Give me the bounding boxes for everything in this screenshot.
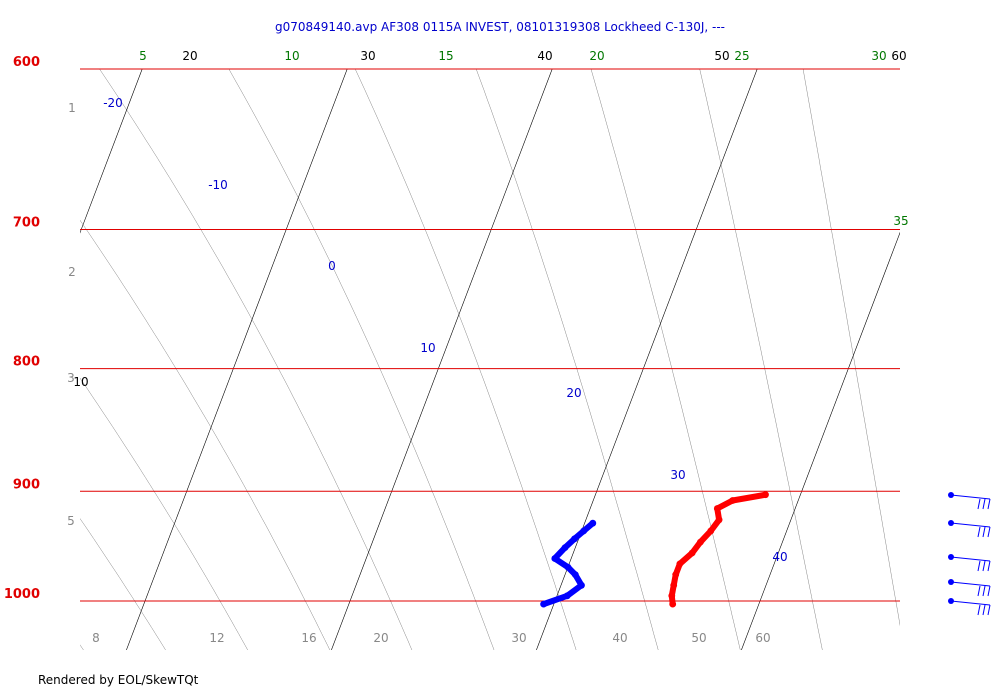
isotherm-line <box>946 69 1000 650</box>
isotherm-label: 50 <box>714 49 729 63</box>
isobars <box>80 68 900 602</box>
mixing-ratio-label: 10 <box>284 49 299 63</box>
isotherm-line <box>741 231 900 650</box>
bottom-label: 12 <box>209 631 224 645</box>
bottom-label: 16 <box>301 631 316 645</box>
isotherm-line <box>331 69 553 650</box>
moist-adiabat-line <box>80 377 248 650</box>
wind-barb-staff <box>950 581 991 587</box>
mixing-ratio-label: 20 <box>589 49 604 63</box>
temperature-trace <box>668 491 769 608</box>
wind-barb-feather <box>977 526 981 538</box>
height-label: 2 <box>68 265 76 279</box>
dry-adiabat-label: 0 <box>328 259 336 273</box>
moist-adiabats <box>0 5 987 652</box>
wind-barb-feather <box>977 498 981 510</box>
wind-barb-feather <box>987 585 991 597</box>
wind-barb-feather <box>977 604 981 616</box>
bottom-label: 50 <box>691 631 706 645</box>
height-label: 5 <box>67 514 75 528</box>
wind-barb-feather <box>977 560 981 572</box>
isotherm-label: 60 <box>891 49 906 63</box>
moist-adiabat-line <box>590 69 741 650</box>
dry-adiabat-label: 10 <box>420 341 435 355</box>
bottom-label: 30 <box>511 631 526 645</box>
mixing-ratio-label: 30 <box>871 49 886 63</box>
moist-adiabat-line <box>228 69 495 650</box>
dewpoint-trace <box>540 519 597 608</box>
wind-barb-staff <box>950 494 991 500</box>
dry-adiabat-label: 30 <box>670 468 685 482</box>
wind-barb-staff <box>950 600 991 606</box>
isotherm-line <box>536 69 758 650</box>
dry-adiabat-label: -20 <box>103 96 123 110</box>
wind-barb-feather <box>982 498 986 510</box>
moist-adiabat-line <box>99 69 413 650</box>
bottom-label: 20 <box>373 631 388 645</box>
moist-adiabat-line <box>893 5 987 652</box>
wind-barb-feather <box>982 560 986 572</box>
wind-barb-staff <box>950 556 991 562</box>
isotherm-label: 30 <box>360 49 375 63</box>
pressure-label: 800 <box>13 355 40 370</box>
isotherms <box>80 69 1000 650</box>
isotherm-label: 20 <box>182 49 197 63</box>
wind-barb-feather <box>987 526 991 538</box>
dry-adiabat-label: 20 <box>566 386 581 400</box>
temperature-point-segment <box>729 491 769 504</box>
isotherm-label: 40 <box>537 49 552 63</box>
dry-adiabat-label: 40 <box>772 550 787 564</box>
pressure-label: 900 <box>13 477 40 492</box>
dry-adiabat-label: -10 <box>208 178 228 192</box>
wind-barb-feather <box>982 526 986 538</box>
moist-adiabat-line <box>802 69 900 627</box>
moist-adiabat-line <box>475 69 659 650</box>
wind-barb-feather <box>987 498 991 510</box>
moist-adiabat-line <box>699 69 823 650</box>
pressure-label: 700 <box>13 216 40 231</box>
wind-barbs <box>948 492 991 616</box>
moist-adiabat-line <box>354 69 577 650</box>
moist-adiabat-line <box>80 219 331 650</box>
height-label: 3 <box>67 371 75 385</box>
dewpoint-point-segment <box>580 520 596 535</box>
isotherm-label: 10 <box>73 375 88 389</box>
mixing-ratio-label: 15 <box>438 49 453 63</box>
mixing-ratio-label: 35 <box>893 214 908 228</box>
pressure-label: 600 <box>13 55 40 70</box>
mixing-ratio-label: 5 <box>139 49 147 63</box>
pressure-label: 1000 <box>4 587 40 602</box>
moist-adiabat-line <box>0 5 3 652</box>
bottom-label: 60 <box>755 631 770 645</box>
height-label: 1 <box>68 101 76 115</box>
bottom-label: 40 <box>612 631 627 645</box>
chart-title: g070849140.avp AF308 0115A INVEST, 08101… <box>275 20 725 34</box>
wind-barb-feather <box>977 585 981 597</box>
bottom-label: 8 <box>92 631 100 645</box>
isotherm-line <box>126 69 348 650</box>
wind-barb-feather <box>982 585 986 597</box>
mixing-ratio-label: 25 <box>734 49 749 63</box>
dewpoint-point-segment <box>540 592 571 608</box>
wind-barb-feather <box>987 560 991 572</box>
isotherm-line <box>80 69 143 234</box>
render-credit: Rendered by EOL/SkewTQt <box>38 673 199 687</box>
moist-adiabat-line <box>80 518 166 650</box>
wind-barb-staff <box>950 522 991 528</box>
wind-barb-feather <box>982 604 986 616</box>
wind-barb-feather <box>987 604 991 616</box>
